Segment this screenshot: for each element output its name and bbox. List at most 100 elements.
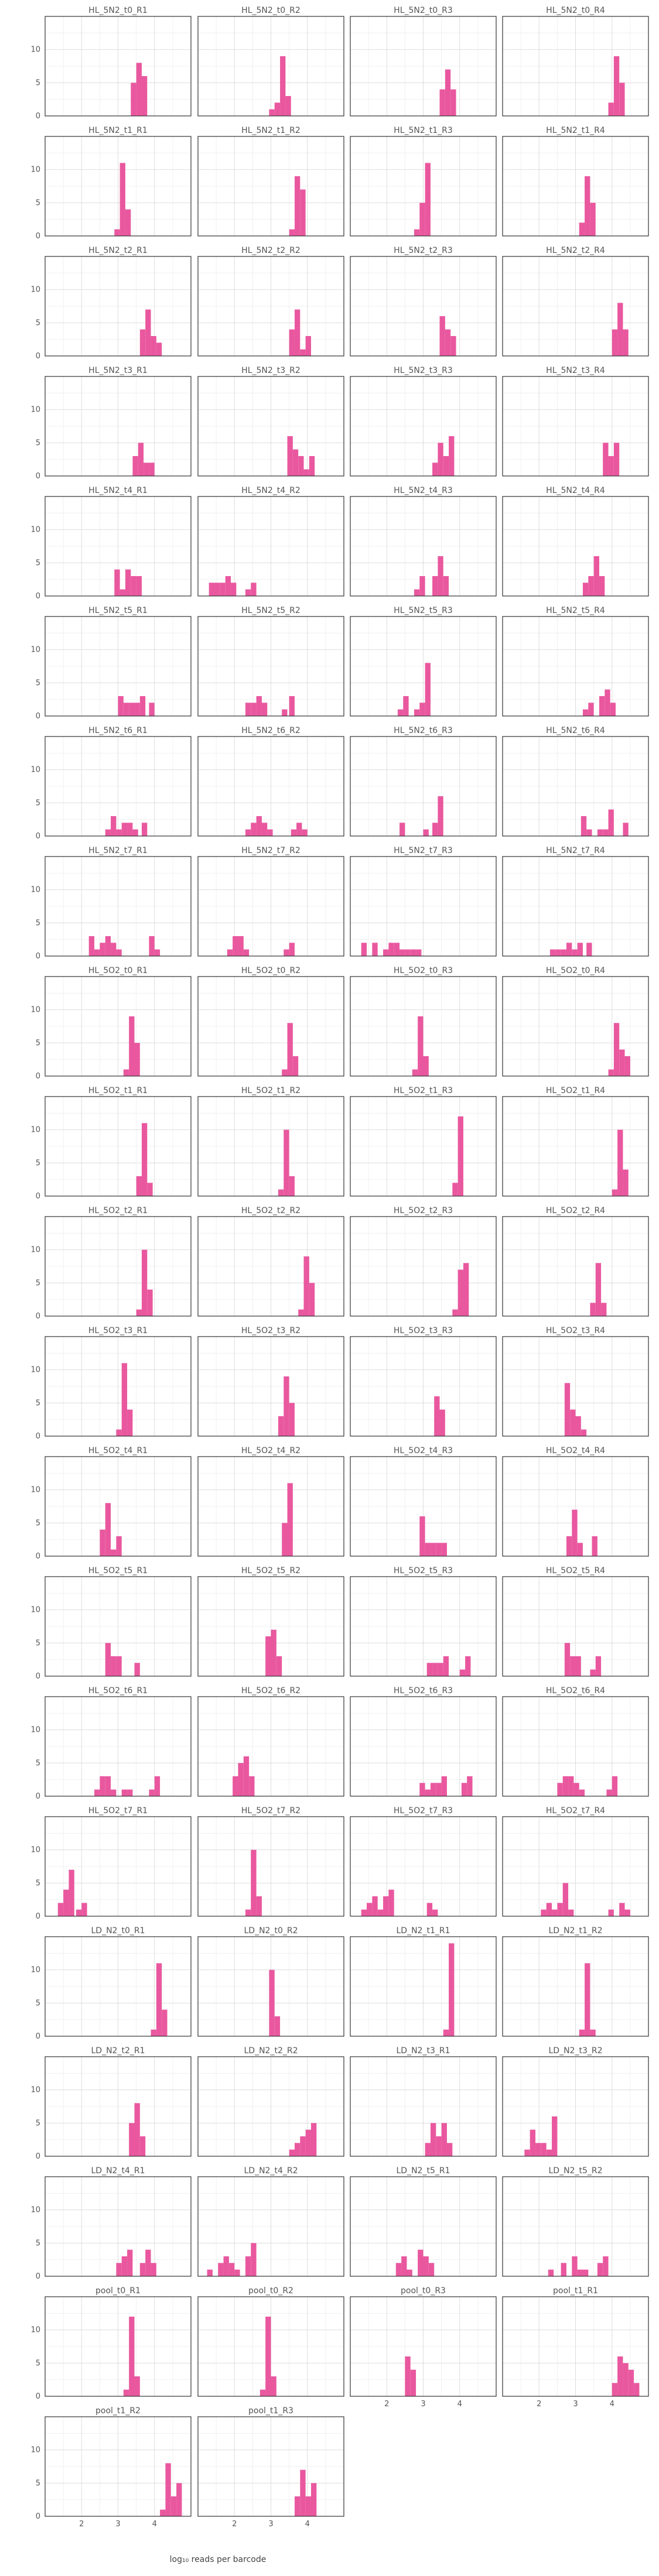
panel-border (502, 1816, 649, 1917)
histogram-bar (423, 2256, 429, 2276)
histogram-bar (63, 1889, 69, 1916)
histogram-bar (535, 2143, 541, 2156)
y-tick-label: 0 (36, 712, 40, 721)
facet-panel: HL_5O2_t1_R4 (502, 1086, 649, 1197)
facet-panel: LD_N2_t0_R1 0 5 10 (30, 1926, 192, 2041)
histogram-bar (287, 1483, 293, 1556)
histogram-bar (105, 1643, 111, 1676)
histogram-bar (570, 1656, 576, 1676)
histogram-bar (251, 703, 257, 716)
histogram-bar (423, 829, 429, 836)
facet-panel: HL_5N2_t0_R1 0 5 10 (30, 6, 192, 121)
histogram-bar (439, 316, 445, 356)
histogram-bar (121, 2256, 128, 2276)
panel-border (197, 616, 344, 717)
histogram-bar (111, 1789, 117, 1796)
panel-title: HL_5N2_t7_R4 (546, 846, 605, 855)
histogram-bar (410, 949, 416, 956)
histogram-bar (619, 1049, 625, 1076)
histogram-bar (156, 342, 162, 356)
facet-panel: HL_5N2_t7_R3 (350, 846, 497, 957)
histogram-bar (617, 1129, 623, 1196)
histogram-bar (245, 2256, 251, 2276)
histogram-bar (271, 1629, 276, 1676)
histogram-bar (123, 703, 129, 716)
facet-panel: HL_5N2_t2_R1 0 5 10 (30, 246, 192, 361)
panel-title: HL_5O2_t6_R1 (88, 1686, 148, 1695)
y-tick-label: 5 (36, 1759, 40, 1767)
histogram-bar (623, 329, 629, 356)
y-tick-label: 10 (30, 2086, 40, 2095)
facet-panel: HL_5N2_t0_R2 (197, 6, 344, 117)
panel-border (350, 1576, 497, 1677)
panel-title: HL_5O2_t4_R4 (546, 1446, 605, 1455)
histogram-bar (579, 2029, 585, 2036)
histogram-bar (151, 336, 156, 356)
histogram-bar (100, 1776, 105, 1796)
histogram-bar (289, 229, 295, 236)
histogram-bar (388, 1889, 394, 1916)
histogram-bar (624, 1056, 630, 1076)
histogram-bar (405, 949, 411, 956)
histogram-bar (234, 2269, 240, 2276)
histogram-bar (129, 1016, 135, 1076)
facet-panel: HL_5O2_t5_R4 (502, 1566, 649, 1677)
panel-border (350, 1816, 497, 1917)
histogram-bar (430, 1543, 436, 1556)
histogram-bar (289, 943, 295, 956)
panel-border (350, 1936, 497, 2037)
histogram-bar (245, 589, 251, 596)
facet-panel: LD_N2_t5_R2 (502, 2166, 649, 2277)
histogram-bar (388, 943, 394, 956)
histogram-bar (265, 2317, 271, 2396)
histogram-bar (383, 1896, 389, 1916)
histogram-bar (601, 1303, 607, 1316)
histogram-bar (623, 2363, 629, 2396)
y-tick-label: 5 (36, 559, 40, 567)
histogram-bar (581, 1429, 587, 1436)
facet-panel: LD_N2_t3_R1 (350, 2046, 497, 2157)
histogram-bar (434, 1396, 440, 1436)
panel-border (197, 1336, 344, 1437)
histogram-bar (134, 1663, 140, 1676)
panel-border (45, 2056, 192, 2157)
y-tick-label: 5 (36, 1639, 40, 1647)
histogram-bar (414, 229, 420, 236)
histogram-bar (136, 1176, 142, 1196)
panel-title: HL_5O2_t1_R1 (88, 1086, 148, 1095)
histogram-bar (276, 1656, 282, 1676)
histogram-bar (100, 1529, 105, 1556)
histogram-bar (136, 63, 142, 116)
histogram-bar (121, 823, 128, 836)
y-tick-label: 0 (36, 1672, 40, 1681)
facet-panel: HL_5N2_t2_R2 (197, 246, 344, 357)
histogram-bar (541, 1909, 547, 1916)
histogram-bar (612, 1776, 618, 1796)
panel-title: HL_5N2_t7_R1 (88, 846, 148, 855)
histogram-bar (425, 1789, 431, 1796)
facet-panel: HL_5O2_t4_R3 (350, 1446, 497, 1557)
panel-title: HL_5O2_t0_R3 (394, 966, 453, 975)
histogram-bar (149, 936, 155, 956)
facet-panel: HL_5N2_t7_R2 (197, 846, 344, 957)
panel-title: HL_5N2_t3_R3 (394, 366, 453, 375)
panel-title: HL_5O2_t1_R2 (241, 1086, 301, 1095)
histogram-bar (141, 76, 148, 116)
histogram-bar (423, 1056, 429, 1076)
histogram-bar (231, 583, 237, 596)
panel-border (502, 136, 649, 237)
histogram-bar (613, 443, 620, 476)
histogram-bar (243, 949, 250, 956)
facet-panel: HL_5O2_t5_R3 (350, 1566, 497, 1677)
histogram-bar (568, 1909, 574, 1916)
facet-panel: HL_5N2_t2_R4 (502, 246, 649, 357)
panel-title: HL_5O2_t7_R3 (394, 1806, 453, 1815)
facet-panel: HL_5O2_t5_R2 (197, 1566, 344, 1677)
panel-border (45, 1936, 192, 2037)
histogram-bar (623, 823, 629, 836)
histogram-bar (245, 829, 251, 836)
panel-border (350, 736, 497, 837)
histogram-bar (443, 576, 449, 596)
histogram-bar (88, 936, 95, 956)
panel-title: HL_5O2_t4_R2 (241, 1446, 301, 1455)
